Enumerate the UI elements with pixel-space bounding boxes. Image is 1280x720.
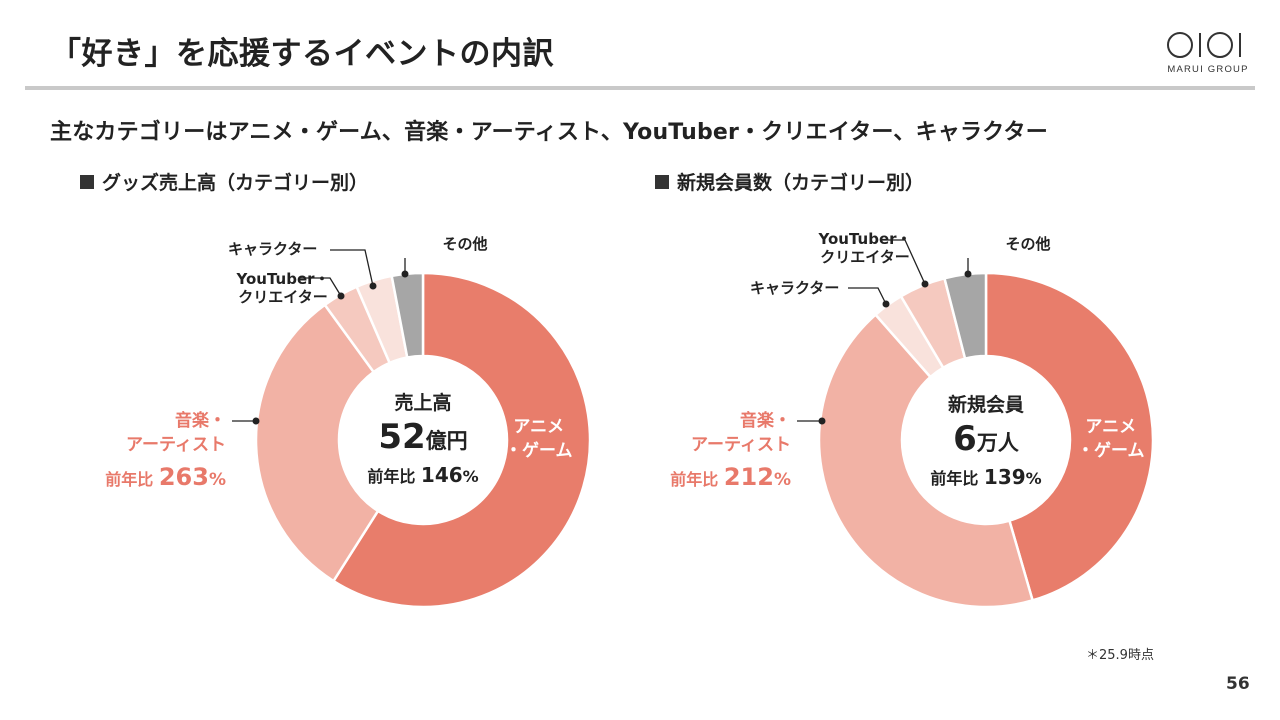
page-number: 56 [1226, 674, 1250, 694]
slice-label-anime-game-2: アニメ ・ゲーム [1077, 415, 1145, 463]
music-yoy-unit: % [208, 470, 226, 490]
center-value-number: 52 [378, 417, 426, 457]
center-yoy-unit: % [462, 467, 479, 486]
music-yoy: 前年比 212% [645, 463, 791, 491]
center-label: 売上高 [394, 392, 452, 414]
slice-label-line2: クリエイター [820, 248, 910, 266]
center-yoy-value: 146 [420, 463, 463, 487]
slice-label-line2: ・ゲーム [1077, 441, 1145, 461]
subtitle: 主なカテゴリーはアニメ・ゲーム、音楽・アーティスト、YouTuber・クリエイタ… [50, 120, 1048, 145]
slice-label-line1: アニメ [1085, 417, 1137, 437]
music-yoy: 前年比 263% [80, 463, 226, 491]
music-yoy-value: 212 [723, 463, 774, 491]
leader-dot-music [252, 417, 260, 425]
leader-lines [232, 239, 972, 425]
center-yoy: 前年比 146% [338, 463, 508, 487]
slice-label-character-2: キャラクター [750, 279, 840, 297]
music-yoy-prefix: 前年比 [105, 470, 154, 489]
slice-label-music-artist: 音楽・ アーティスト 前年比 263% [80, 409, 226, 491]
slice-label-line2: クリエイター [238, 288, 328, 306]
slice-label-line2: アーティスト [691, 435, 791, 455]
leader-dot-character-2 [882, 300, 890, 308]
leader-dot-other-2 [964, 270, 972, 278]
goods-sales-center: 売上高 52億円 前年比 146% [338, 388, 508, 487]
center-value-number: 6 [953, 419, 977, 459]
new-members-center: 新規会員 6万人 前年比 139% [901, 390, 1071, 489]
goods-sales-donut [254, 271, 592, 609]
slice-label-line2: ・ゲーム [505, 441, 573, 461]
slice-label-line2: アーティスト [126, 435, 226, 455]
header-divider [25, 86, 1255, 90]
donut-slice-music-artist [817, 312, 1035, 609]
leader-line-character [330, 249, 374, 287]
slice-label-character: キャラクター [228, 240, 318, 258]
footnote: ＊25.9時点 [1086, 648, 1154, 663]
donut-slice-other [942, 271, 988, 361]
slice-label-line1: YouTuber・ [818, 230, 912, 248]
center-yoy-prefix: 前年比 [930, 469, 979, 488]
new-members-title-text: 新規会員数（カテゴリー別） [677, 172, 925, 194]
logo-text: MARUI GROUP [1167, 64, 1249, 75]
goods-sales-title: グッズ売上高（カテゴリー別） [80, 168, 368, 195]
slice-label-youtuber: YouTuber・ クリエイター [198, 270, 368, 306]
music-yoy-value: 263 [158, 463, 209, 491]
music-yoy-unit: % [773, 470, 791, 490]
leader-line-character-2 [848, 287, 887, 305]
donut-slice-anime-game [331, 271, 592, 609]
slice-label-other: その他 [442, 235, 488, 253]
center-yoy: 前年比 139% [901, 465, 1071, 489]
slice-label-other-2: その他 [1005, 235, 1051, 253]
center-label: 新規会員 [947, 394, 1024, 416]
slice-label-line1: 音楽・ [740, 411, 791, 431]
marui-logo-icon [1167, 32, 1241, 58]
slice-label-line1: YouTuber・ [236, 270, 330, 288]
music-yoy-prefix: 前年比 [670, 470, 719, 489]
slice-label-anime-game: アニメ ・ゲーム [505, 415, 573, 463]
leader-dot-music-2 [818, 417, 826, 425]
slice-label-line1: アニメ [513, 417, 565, 437]
leader-dot-other [401, 270, 409, 278]
leader-dot-youtuber-2 [921, 280, 929, 288]
donut-slice-anime-game [984, 271, 1155, 602]
center-yoy-value: 139 [983, 465, 1026, 489]
center-value-unit: 億円 [425, 429, 468, 453]
slice-label-youtuber-2: YouTuber・ クリエイター [780, 230, 950, 266]
center-value: 52億円 [338, 417, 508, 457]
marui-group-logo: MARUI GROUP [1162, 30, 1254, 78]
slice-label-music-artist-2: 音楽・ アーティスト 前年比 212% [645, 409, 791, 491]
leader-dot-character [369, 282, 377, 290]
square-bullet-icon [655, 175, 669, 189]
leader-line-youtuber [300, 277, 342, 297]
center-value-unit: 万人 [976, 431, 1019, 455]
leader-line-youtuber-2 [880, 239, 926, 285]
center-yoy-prefix: 前年比 [367, 467, 416, 486]
center-yoy-unit: % [1025, 469, 1042, 488]
page-title: 「好き」を応援するイベントの内訳 [50, 36, 554, 72]
slice-label-line1: 音楽・ [175, 411, 226, 431]
goods-sales-title-text: グッズ売上高（カテゴリー別） [102, 172, 369, 194]
new-members-title: 新規会員数（カテゴリー別） [655, 168, 924, 195]
leader-dot-youtuber [337, 292, 345, 300]
center-value: 6万人 [901, 419, 1071, 459]
new-members-donut [817, 271, 1155, 609]
square-bullet-icon [80, 175, 94, 189]
donut-slice-music-artist [254, 303, 380, 583]
